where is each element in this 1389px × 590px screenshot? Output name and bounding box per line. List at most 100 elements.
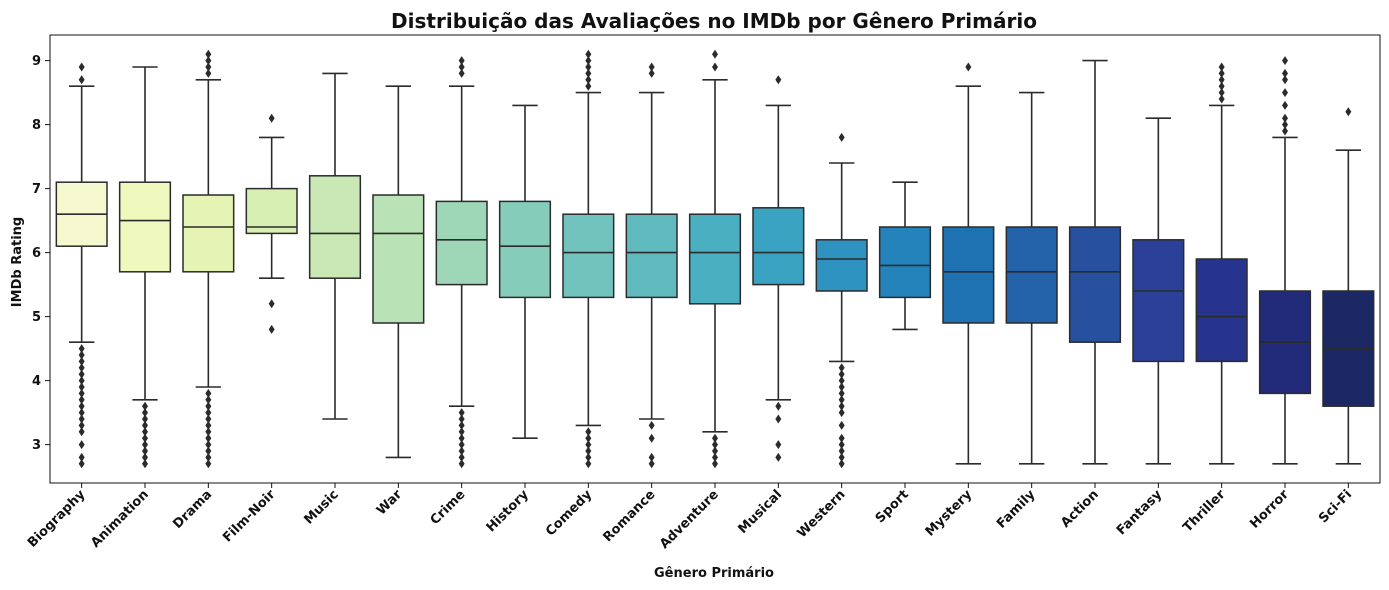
outlier-point (78, 382, 85, 392)
outlier-point (838, 369, 845, 379)
outlier-point (205, 49, 212, 59)
outlier-point (775, 440, 782, 450)
outlier-point (142, 440, 148, 450)
iqr-box (498, 200, 552, 299)
outlier-point (1282, 75, 1288, 85)
outlier-point (585, 446, 592, 456)
outlier-point (775, 414, 782, 424)
outlier-point (78, 401, 85, 411)
outlier-point (1282, 100, 1288, 110)
outlier-point (838, 446, 845, 456)
y-tick-label: 3 (32, 438, 41, 453)
outlier-point (78, 388, 85, 398)
box-group-family (1005, 91, 1058, 465)
outlier-point (1282, 68, 1288, 78)
outlier-point (838, 452, 845, 462)
outlier-point (585, 452, 592, 462)
x-tick-label: History (484, 487, 533, 536)
box-group-film-noir (245, 113, 298, 334)
y-tick-label: 9 (32, 54, 41, 69)
outlier-point (205, 440, 212, 450)
outlier-point (838, 420, 845, 430)
outlier-point (458, 68, 465, 78)
iqr-box (372, 194, 425, 324)
x-tick-label: Crime (428, 487, 469, 528)
x-tick-label: Action (1058, 487, 1102, 531)
outlier-point (268, 324, 275, 334)
outlier-point (205, 408, 212, 418)
outlier-point (205, 395, 212, 405)
box-group-drama (182, 49, 235, 469)
outlier-point (1218, 62, 1225, 72)
outlier-point (205, 433, 212, 443)
outlier-point (205, 56, 212, 66)
outlier-point (458, 452, 465, 462)
outlier-point (1282, 88, 1288, 98)
iqr-box (1005, 226, 1058, 324)
box-group-war (372, 85, 425, 459)
outlier-point (142, 414, 148, 424)
y-tick-label: 8 (32, 118, 41, 133)
outlier-point (78, 350, 85, 360)
iqr-box (1195, 258, 1248, 363)
outlier-point (838, 408, 845, 418)
plot-area (55, 49, 1375, 469)
outlier-point (458, 408, 465, 418)
box-group-fantasy (1132, 117, 1185, 465)
outlier-point (1218, 88, 1225, 98)
outlier-point (838, 433, 845, 443)
outlier-point (712, 49, 718, 59)
chart-title: Distribuição das Avaliações no IMDb por … (391, 9, 1037, 33)
outlier-point (838, 401, 845, 411)
x-tick-label: Mystery (923, 487, 976, 540)
outlier-point (712, 62, 718, 72)
outlier-point (268, 113, 275, 123)
iqr-box (1132, 239, 1185, 363)
outlier-point (838, 395, 845, 405)
outlier-point (205, 446, 212, 456)
box-group-crime (435, 56, 488, 469)
outlier-point (78, 408, 85, 418)
x-tick-label: Animation (88, 487, 152, 551)
iqr-box (435, 200, 488, 286)
outlier-point (712, 433, 718, 443)
y-axis: 3 4 5 6 7 8 9 (32, 54, 50, 453)
box-group-music (308, 72, 362, 420)
outlier-point (205, 459, 212, 469)
outlier-point (78, 62, 85, 72)
y-axis-label: IMDb Rating (10, 217, 25, 307)
outlier-point (712, 459, 718, 469)
box-group-romance (625, 62, 678, 469)
outlier-point (458, 427, 465, 437)
outlier-point (838, 388, 845, 398)
outlier-point (458, 62, 465, 72)
box-group-sport (878, 181, 932, 331)
box-group-western (815, 132, 868, 469)
box-group-action (1068, 59, 1122, 465)
outlier-point (1282, 113, 1288, 123)
outlier-point (1218, 68, 1225, 78)
outlier-point (78, 459, 85, 469)
outlier-point (1345, 107, 1352, 117)
outlier-point (648, 68, 655, 78)
box-group-horror (1258, 56, 1312, 465)
x-tick-label: Musical (735, 487, 785, 537)
outlier-point (585, 49, 592, 59)
outlier-point (142, 420, 148, 430)
outlier-point (78, 414, 85, 424)
x-tick-label: Fantasy (1114, 487, 1166, 539)
box-group-mystery (942, 62, 995, 465)
outlier-point (585, 81, 592, 91)
outlier-point (458, 446, 465, 456)
box-group-sci-fi (1322, 107, 1375, 465)
outlier-point (648, 433, 655, 443)
outlier-point (838, 132, 845, 142)
outlier-point (648, 459, 655, 469)
outlier-point (712, 440, 718, 450)
outlier-point (838, 363, 845, 373)
outlier-point (268, 299, 275, 309)
x-tick-label: Western (795, 487, 849, 541)
iqr-box (1068, 226, 1122, 343)
y-tick-label: 5 (32, 310, 41, 325)
x-tick-label: Family (994, 487, 1039, 532)
